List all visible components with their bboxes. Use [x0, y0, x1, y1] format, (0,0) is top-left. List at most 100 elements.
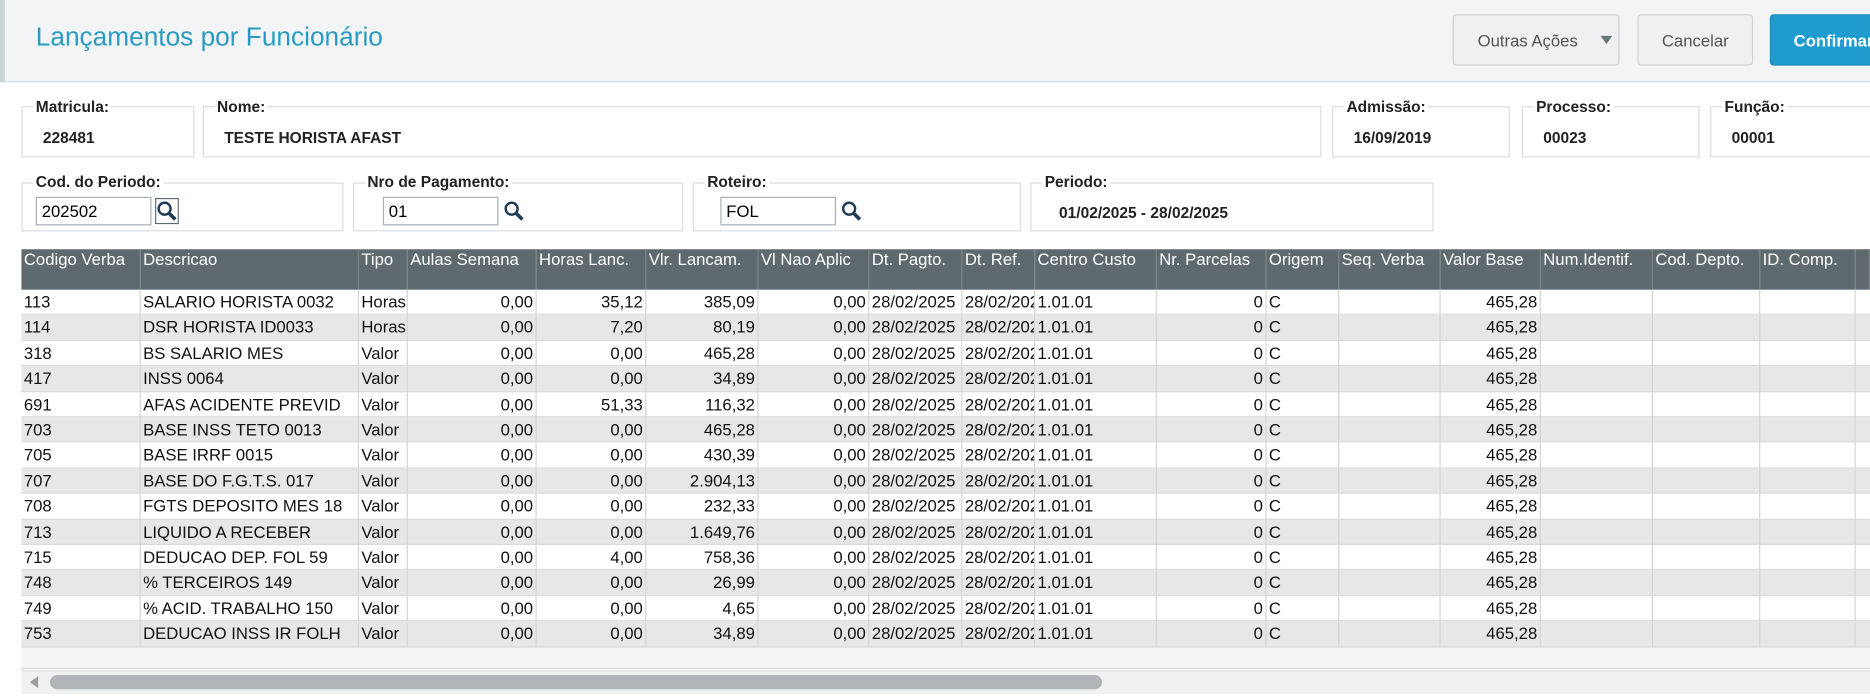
table-cell: 28/02/2025 — [962, 519, 1036, 545]
table-cell — [1653, 289, 1761, 316]
table-cell: AFAS ACIDENTE PREVID — [141, 391, 359, 418]
column-header[interactable]: Codigo Verba — [21, 249, 141, 290]
table-row[interactable] — [21, 493, 1870, 520]
table-cell — [1541, 545, 1653, 571]
table-cell: Valor — [359, 391, 408, 418]
table-cell — [1760, 621, 1856, 648]
table-cell: 0,00 — [537, 366, 647, 392]
table-cell — [1339, 493, 1441, 520]
button[interactable]: Confirmar — [1769, 14, 1870, 66]
table-cell: C — [1267, 315, 1340, 341]
field-box — [202, 106, 1322, 158]
filter-label: Cod. do Periodo: — [33, 172, 164, 191]
column-header[interactable]: Horas Lanc. — [536, 249, 647, 290]
table-cell: 28/02/2025 — [869, 442, 963, 469]
table-cell: 114 — [21, 315, 141, 341]
table-row[interactable] — [21, 315, 1870, 341]
column-header[interactable]: Aulas Semana — [407, 249, 537, 290]
search-button[interactable] — [502, 198, 526, 224]
table-cell: 0,00 — [408, 570, 537, 597]
column-header[interactable]: Dt. Pagto. — [869, 249, 963, 290]
field-label: Admissão: — [1344, 97, 1429, 116]
column-header[interactable]: Vlr. Lancam. — [646, 249, 759, 290]
column-header[interactable]: Vl Nao Aplic — [758, 249, 870, 290]
table-cell: Valor — [359, 442, 408, 469]
table-cell: BASE INSS TETO 0013 — [141, 417, 359, 443]
search-button[interactable] — [840, 198, 864, 224]
table-row[interactable] — [21, 289, 1870, 316]
button[interactable]: Cancelar — [1637, 14, 1754, 66]
text-input[interactable]: FOL — [720, 196, 837, 226]
table-cell: 28/02/2025 — [962, 289, 1036, 316]
table-row[interactable] — [21, 545, 1870, 571]
button[interactable]: Outras Ações — [1452, 14, 1620, 66]
table-cell — [1653, 340, 1761, 367]
table-row[interactable] — [21, 519, 1870, 545]
table-cell: Horas — [359, 315, 408, 341]
table-cell: 465,28 — [1441, 493, 1541, 520]
table-row[interactable] — [21, 468, 1870, 494]
table-cell: 0,00 — [408, 289, 537, 316]
table-cell: Valor — [359, 545, 408, 571]
column-header[interactable]: ID. Comp. — [1760, 249, 1856, 290]
table-cell — [1760, 468, 1856, 494]
table-row[interactable] — [21, 621, 1870, 648]
table-row[interactable] — [21, 391, 1870, 418]
table-cell: 465,28 — [1441, 545, 1541, 571]
filter-label: Periodo: — [1042, 172, 1110, 191]
table-cell: 417 — [21, 366, 141, 392]
column-header[interactable]: Descricao — [140, 249, 359, 290]
table-cell — [1760, 289, 1856, 316]
table-cell: BASE DO F.G.T.S. 017 — [141, 468, 359, 494]
table-cell: LIQUIDO A RECEBER — [141, 519, 359, 545]
field-value: 228481 — [42, 128, 95, 147]
table-row[interactable] — [21, 417, 1870, 443]
table-cell: 465,28 — [646, 417, 759, 443]
column-header[interactable]: Seq. Verba — [1339, 249, 1441, 290]
table-cell: 1.01.01 — [1035, 289, 1157, 316]
table-cell: 705 — [21, 442, 141, 469]
table-row[interactable] — [21, 442, 1870, 469]
scroll-left-arrow[interactable] — [29, 676, 40, 689]
table-cell: 0,00 — [758, 493, 870, 520]
table-row[interactable] — [21, 340, 1870, 367]
table-cell: 465,28 — [1441, 315, 1541, 341]
scroll-thumb[interactable] — [50, 675, 1102, 690]
table-cell: 0 — [1157, 570, 1267, 597]
column-header[interactable]: Dt. Ref. — [962, 249, 1036, 290]
column-header[interactable]: Nr. Parcelas — [1156, 249, 1267, 290]
table-cell — [1760, 493, 1856, 520]
table-cell — [1339, 442, 1441, 469]
table-row[interactable] — [21, 596, 1870, 622]
column-header[interactable]: Tipo — [358, 249, 408, 290]
table-cell — [1541, 621, 1653, 648]
table-cell: 465,28 — [1441, 519, 1541, 545]
table-row[interactable] — [21, 570, 1870, 597]
column-header[interactable]: Centro Custo — [1035, 249, 1157, 290]
table-cell: 1.01.01 — [1035, 621, 1157, 648]
column-header[interactable]: Num.Identif. — [1540, 249, 1653, 290]
table-cell: 28/02/2025 — [962, 596, 1036, 622]
text-input[interactable]: 202502 — [35, 196, 152, 226]
table-cell — [1760, 570, 1856, 597]
column-header[interactable]: Cod. Depto. — [1652, 249, 1761, 290]
table-cell: 713 — [21, 519, 141, 545]
table-cell: DEDUCAO INSS IR FOLH — [141, 621, 359, 648]
table-cell: 465,28 — [1441, 340, 1541, 367]
table-cell: 0,00 — [408, 596, 537, 622]
table-cell: 4,65 — [646, 596, 759, 622]
table-cell: 0,00 — [537, 596, 647, 622]
column-header[interactable]: Valor Base — [1440, 249, 1541, 290]
field-label: Processo: — [1533, 97, 1614, 116]
table-cell — [1339, 570, 1441, 597]
column-header[interactable]: Origem — [1266, 249, 1340, 290]
text-input[interactable]: 01 — [382, 196, 499, 226]
table-cell: 28/02/2025 — [869, 366, 963, 392]
table-cell: 0,00 — [408, 340, 537, 367]
table-cell — [1339, 545, 1441, 571]
table-row[interactable] — [21, 366, 1870, 392]
table-cell: C — [1267, 340, 1340, 367]
table-cell — [1339, 519, 1441, 545]
table-cell: 465,28 — [1441, 289, 1541, 316]
search-button[interactable] — [155, 197, 179, 225]
